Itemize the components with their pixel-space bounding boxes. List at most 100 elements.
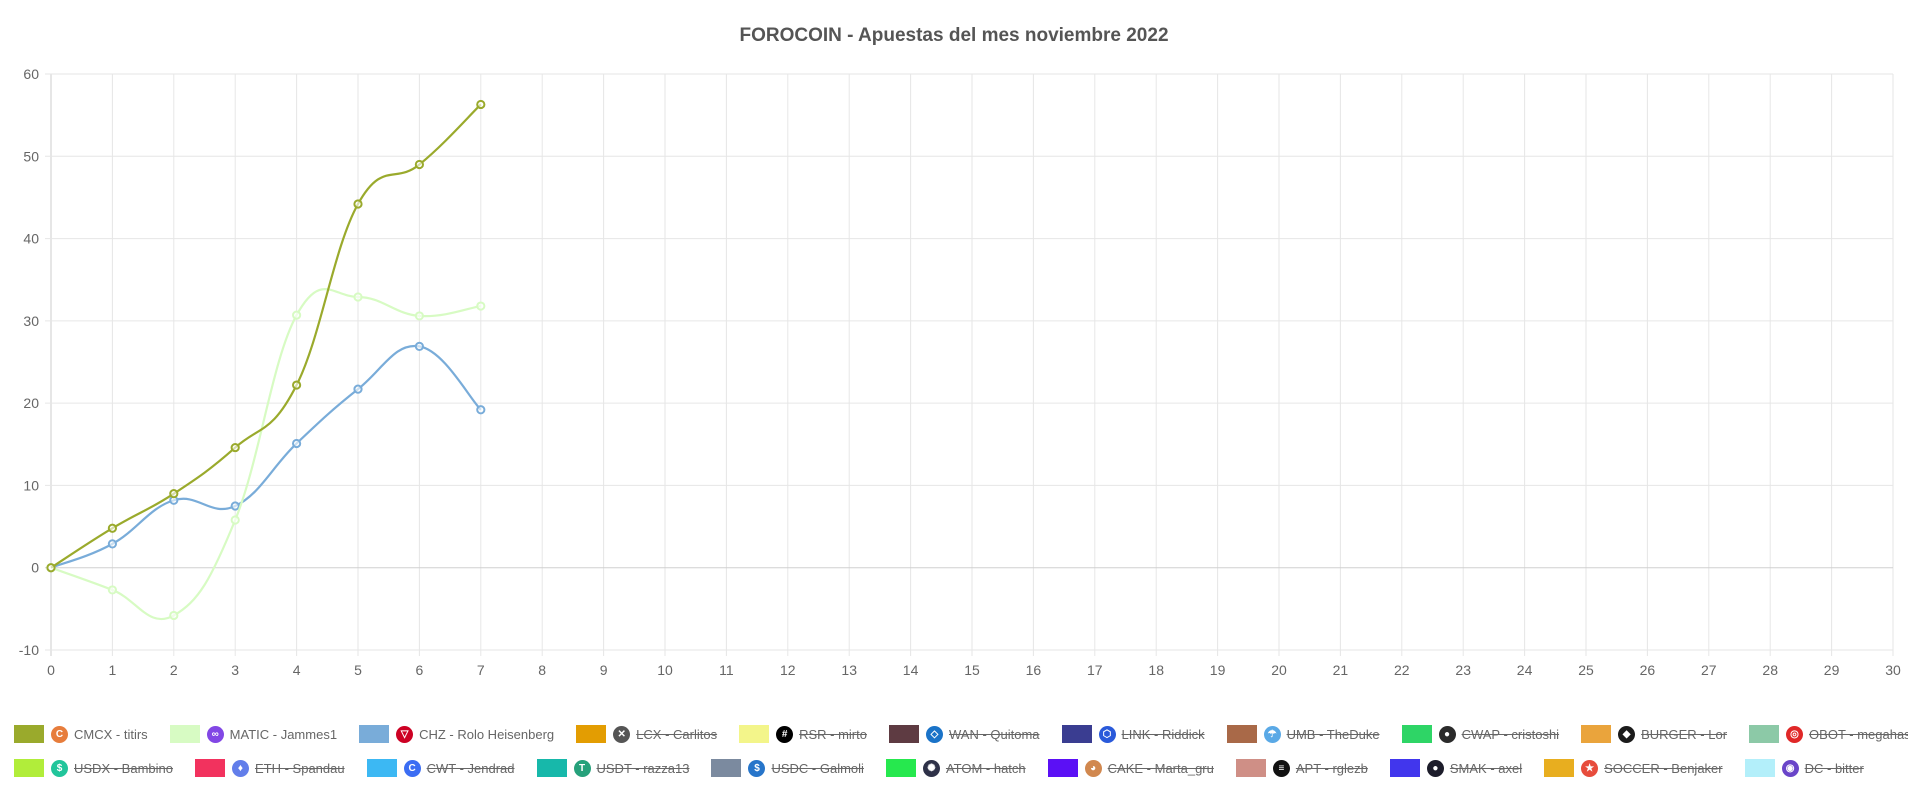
x-tick-label: 22 [1394,662,1410,678]
x-tick-label: 15 [964,662,980,678]
legend-label: USDC - Galmoli [771,760,864,776]
legend-item[interactable]: ☂ UMB - TheDuke [1226,725,1380,743]
atom-icon: ✺ [922,759,940,777]
cwt-icon: C [403,759,421,777]
legend-label: LCX - Carlitos [636,726,718,742]
apt-icon: ≡ [1272,759,1290,777]
legend-row: C CMCX - titirs ∞ MATIC - Jammes1 ▽ CHZ - Rol… [14,717,1908,751]
y-tick-label: 30 [23,313,39,329]
usdx-icon: $ [51,759,68,777]
data-point [169,489,179,499]
x-tick-label: 29 [1824,662,1840,678]
legend-label: CHZ - Rolo Heisenberg [419,726,555,742]
y-tick-label: 10 [23,477,39,493]
legend-label: CMCX - titirs [74,726,148,742]
legend-item[interactable]: ◕ CAKE - Marta_gru [1047,759,1214,777]
legend-swatch [739,725,770,743]
chart-title: FOROCOIN - Apuestas del mes noviembre 20… [739,25,1169,46]
y-tick-label: 50 [23,148,39,164]
legend-swatch [888,725,919,743]
obot-icon: ◎ [1786,725,1804,743]
legend-item[interactable]: ≡ APT - rglezb [1235,759,1368,777]
legend-swatch [536,759,567,777]
legend-label: OBOT - megahash [1809,726,1908,742]
series-line [50,344,482,569]
chart-plot: 0 1 2 3 4 5 6 7 8 9 10 11 12 13 14 15 16 17 18 19 20 21 22 23 24… [19,66,1901,678]
usdc-icon: $ [748,759,766,777]
legend-swatch [1749,725,1780,743]
rsr-icon: # [776,725,794,743]
data-point [169,610,179,621]
data-point [292,380,302,390]
data-point [353,199,363,209]
series-line [50,288,481,621]
legend-item[interactable]: ✺ ATOM - hatch [885,759,1026,777]
legend-item[interactable]: ∞ MATIC - Jammes1 [169,725,338,743]
legend-swatch [1061,725,1092,743]
dc-icon: ◉ [1781,759,1799,777]
x-tick-label: 14 [903,662,919,678]
legend-label: UMB - TheDuke [1286,726,1380,742]
legend-item[interactable]: C CMCX - titirs [14,725,148,743]
legend-item[interactable]: ♦ ETH - Spandau [194,759,345,777]
series-line [50,103,482,569]
usdt-icon: T [573,759,591,777]
chart-legend: C CMCX - titirs ∞ MATIC - Jammes1 ▽ CHZ - Rol… [14,717,1908,785]
x-tick-label: 2 [170,662,178,678]
legend-item[interactable]: ★ SOCCER - Benjaker [1544,759,1723,777]
legend-label: SMAK - axel [1449,760,1523,776]
x-tick-label: 4 [293,662,301,678]
y-tick-label: 60 [23,66,39,82]
legend-label: CWT - Jendrad [426,760,515,776]
data-point [414,159,424,170]
legend-label: USDT - razza13 [596,760,690,776]
legend-item[interactable]: ◇ WAN - Quitoma [888,725,1040,743]
data-point [476,405,486,415]
legend-swatch [169,725,200,743]
legend-item[interactable]: ◆ BURGER - Lor [1581,725,1727,743]
legend-item[interactable]: ▽ CHZ - Rolo Heisenberg [359,725,554,743]
x-tick-label: 28 [1762,662,1778,678]
x-tick-label: 23 [1455,662,1471,678]
data-point [476,99,486,110]
legend-item[interactable]: $ USDX - Bambino [14,759,173,777]
legend-label: CWAP - cristoshi [1461,726,1560,742]
x-tick-label: 11 [719,662,734,678]
legend-item[interactable]: ✕ LCX - Carlitos [576,725,717,743]
y-tick-label: -10 [19,642,39,658]
legend-swatch [14,725,44,743]
x-tick-label: 21 [1333,662,1349,678]
data-point [107,523,118,533]
data-point [107,585,118,595]
burger-icon: ◆ [1618,725,1636,743]
legend-swatch [576,725,607,743]
legend-item[interactable]: ● CWAP - cristoshi [1401,725,1560,743]
legend-item[interactable]: ◉ DC - bitter [1744,759,1864,777]
cwap-icon: ● [1438,725,1456,743]
link-icon: ⬡ [1098,725,1116,743]
legend-swatch [1544,759,1575,777]
x-tick-label: 7 [477,662,485,678]
data-point [230,442,240,453]
legend-label: WAN - Quitoma [948,726,1040,742]
x-tick-label: 3 [231,662,239,678]
x-tick-label: 0 [47,662,55,678]
x-tick-label: 13 [841,662,857,678]
wan-icon: ◇ [925,725,943,743]
eth-icon: ♦ [231,759,249,777]
legend-item[interactable]: T USDT - razza13 [536,759,690,777]
legend-item[interactable]: $ USDC - Galmoli [711,759,864,777]
legend-item[interactable]: C CWT - Jendrad [366,759,515,777]
soccer-icon: ★ [1581,759,1599,777]
legend-item[interactable]: ◎ OBOT - megahash [1749,725,1908,743]
legend-label: RSR - mirto [799,726,867,742]
legend-label: ATOM - hatch [945,760,1026,776]
legend-item[interactable]: # RSR - mirto [739,725,867,743]
legend-label: MATIC - Jammes1 [229,726,338,742]
legend-item[interactable]: ● SMAK - axel [1389,759,1523,777]
data-point [230,501,240,511]
x-tick-label: 10 [657,662,673,678]
legend-label: APT - rglezb [1295,760,1368,776]
legend-item[interactable]: ⬡ LINK - Riddick [1061,725,1205,743]
legend-swatch [1744,759,1775,777]
